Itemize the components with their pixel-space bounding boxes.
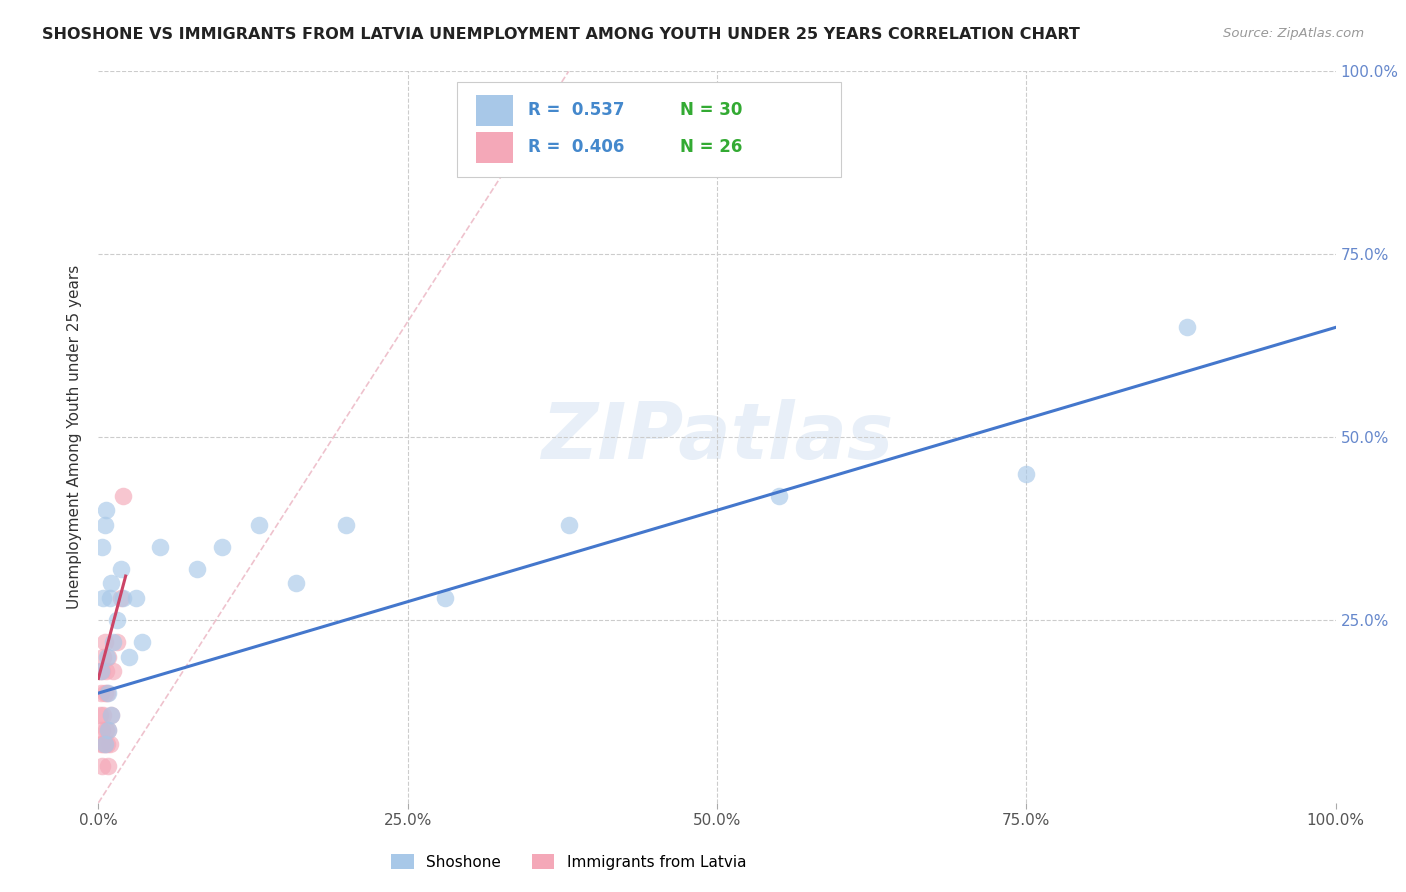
Point	[94, 723, 117, 737]
Point	[105, 635, 128, 649]
Point	[131, 635, 153, 649]
Point	[93, 686, 115, 700]
Point	[90, 664, 112, 678]
Point	[211, 540, 233, 554]
Point	[100, 576, 122, 591]
Point	[93, 517, 115, 532]
Point	[110, 591, 132, 605]
Point	[89, 708, 111, 723]
Point	[557, 517, 579, 532]
Point	[93, 737, 115, 751]
Point	[89, 664, 111, 678]
Point	[118, 649, 141, 664]
Point	[97, 723, 120, 737]
Point	[186, 562, 208, 576]
Point	[91, 759, 114, 773]
Point	[97, 759, 120, 773]
Point	[768, 489, 790, 503]
Point	[105, 613, 128, 627]
Point	[91, 723, 114, 737]
Text: R =  0.537: R = 0.537	[527, 101, 624, 120]
Point	[93, 649, 115, 664]
Legend: Shoshone, Immigrants from Latvia: Shoshone, Immigrants from Latvia	[385, 847, 752, 876]
Point	[93, 635, 115, 649]
FancyBboxPatch shape	[475, 95, 513, 126]
Point	[93, 737, 115, 751]
Point	[1015, 467, 1038, 481]
Point	[247, 517, 270, 532]
Point	[98, 737, 121, 751]
Point	[97, 649, 120, 664]
Point	[285, 576, 308, 591]
Point	[96, 737, 118, 751]
Point	[91, 540, 114, 554]
Point	[112, 591, 135, 605]
Point	[335, 517, 357, 532]
Text: N = 30: N = 30	[681, 101, 742, 120]
Point	[96, 649, 118, 664]
Point	[100, 708, 122, 723]
Point	[1175, 320, 1198, 334]
Point	[94, 664, 117, 678]
Point	[103, 664, 125, 678]
Text: R =  0.406: R = 0.406	[527, 138, 624, 156]
Point	[124, 591, 146, 605]
Point	[96, 686, 118, 700]
Point	[100, 708, 122, 723]
Y-axis label: Unemployment Among Youth under 25 years: Unemployment Among Youth under 25 years	[67, 265, 83, 609]
Point	[149, 540, 172, 554]
FancyBboxPatch shape	[457, 82, 841, 178]
Text: Source: ZipAtlas.com: Source: ZipAtlas.com	[1223, 27, 1364, 40]
Point	[93, 737, 115, 751]
Point	[91, 664, 114, 678]
Point	[97, 686, 120, 700]
Text: N = 26: N = 26	[681, 138, 742, 156]
Point	[93, 591, 115, 605]
Point	[103, 635, 125, 649]
Point	[90, 686, 112, 700]
Point	[97, 723, 120, 737]
Point	[112, 489, 135, 503]
Point	[90, 737, 112, 751]
Point	[433, 591, 456, 605]
Point	[94, 503, 117, 517]
Point	[110, 562, 132, 576]
Point	[93, 708, 115, 723]
FancyBboxPatch shape	[475, 132, 513, 162]
Text: SHOSHONE VS IMMIGRANTS FROM LATVIA UNEMPLOYMENT AMONG YOUTH UNDER 25 YEARS CORRE: SHOSHONE VS IMMIGRANTS FROM LATVIA UNEMP…	[42, 27, 1080, 42]
Point	[98, 591, 121, 605]
Text: ZIPatlas: ZIPatlas	[541, 399, 893, 475]
